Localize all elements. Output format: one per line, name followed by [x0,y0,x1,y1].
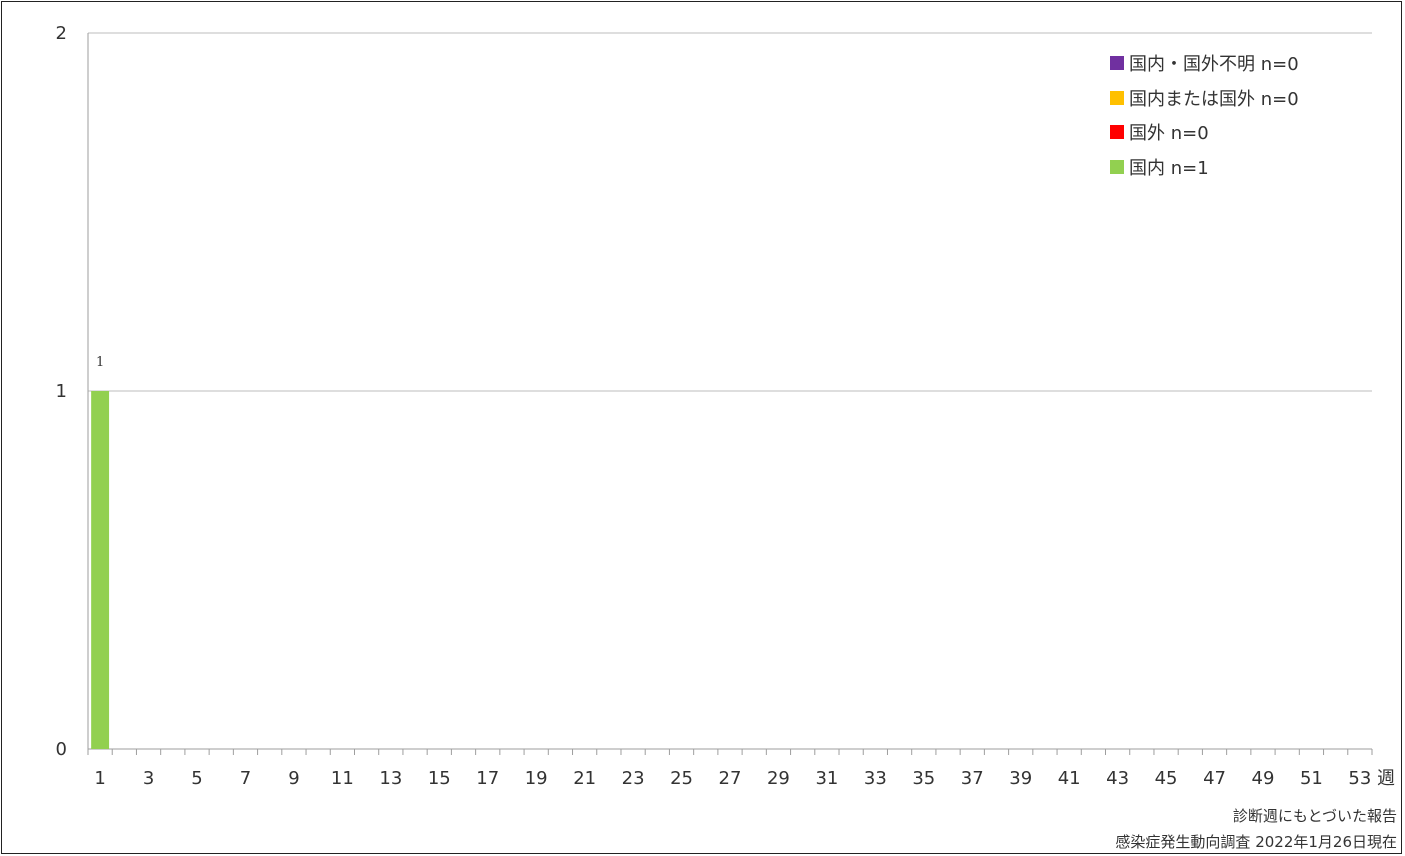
legend-item-domestic-or-overseas: 国内または国外 n=0 [1110,81,1299,116]
legend-item-overseas: 国外 n=0 [1110,115,1299,150]
legend-label-domestic-or-overseas: 国内または国外 n=0 [1129,88,1299,110]
x-tick-label-45: 45 [1155,768,1178,789]
legend-item-domestic: 国内 n=1 [1110,150,1299,185]
x-tick-label-49: 49 [1252,768,1275,789]
footnote-source-date: 感染症発生動向調査 2022年1月26日現在 [1115,833,1397,851]
legend-item-unknown: 国内・国外不明 n=0 [1110,46,1299,81]
x-tick-label-43: 43 [1106,768,1129,789]
x-tick-label-41: 41 [1058,768,1081,789]
x-tick-label-25: 25 [670,768,693,789]
x-tick-label-37: 37 [961,768,984,789]
x-tick-label-35: 35 [912,768,935,789]
x-tick-label-9: 9 [288,768,299,789]
x-tick-label-27: 27 [719,768,742,789]
footnote-basis: 診断週にもとづいた報告 [1232,807,1397,825]
x-tick-label-5: 5 [191,768,202,789]
y-tick-label-1: 1 [56,381,67,402]
x-tick-label-31: 31 [815,768,838,789]
x-tick-label-11: 11 [331,768,354,789]
x-tick-label-7: 7 [240,768,251,789]
x-tick-label-51: 51 [1300,768,1323,789]
x-tick-label-21: 21 [573,768,596,789]
x-tick-label-23: 23 [622,768,645,789]
x-tick-label-1: 1 [94,768,105,789]
y-tick-label-2: 2 [56,23,67,44]
legend-label-unknown: 国内・国外不明 n=0 [1129,54,1299,76]
x-tick-label-15: 15 [428,768,451,789]
y-tick-label-0: 0 [56,739,67,760]
legend-label-domestic: 国内 n=1 [1129,157,1209,179]
legend-swatch-domestic [1110,159,1124,174]
x-tick-label-19: 19 [525,768,548,789]
legend: 国内・国外不明 n=0 国内または国外 n=0 国外 n=0 国内 n=1 [1110,46,1299,184]
x-tick-label-17: 17 [476,768,499,789]
x-tick-label-3: 3 [143,768,154,789]
x-axis-unit-label: 週 [1377,768,1395,789]
legend-swatch-domestic-or-overseas [1110,90,1124,105]
x-tick-label-53: 53 [1348,768,1371,789]
bar-week-1-series-3 [91,391,110,749]
x-tick-label-47: 47 [1203,768,1226,789]
data-label-week-1: 1 [96,355,104,370]
x-tick-label-33: 33 [864,768,887,789]
x-tick-label-29: 29 [767,768,790,789]
legend-swatch-overseas [1110,125,1124,140]
x-tick-label-39: 39 [1009,768,1032,789]
legend-swatch-unknown [1110,56,1124,71]
legend-label-overseas: 国外 n=0 [1129,123,1209,145]
x-tick-label-13: 13 [379,768,402,789]
